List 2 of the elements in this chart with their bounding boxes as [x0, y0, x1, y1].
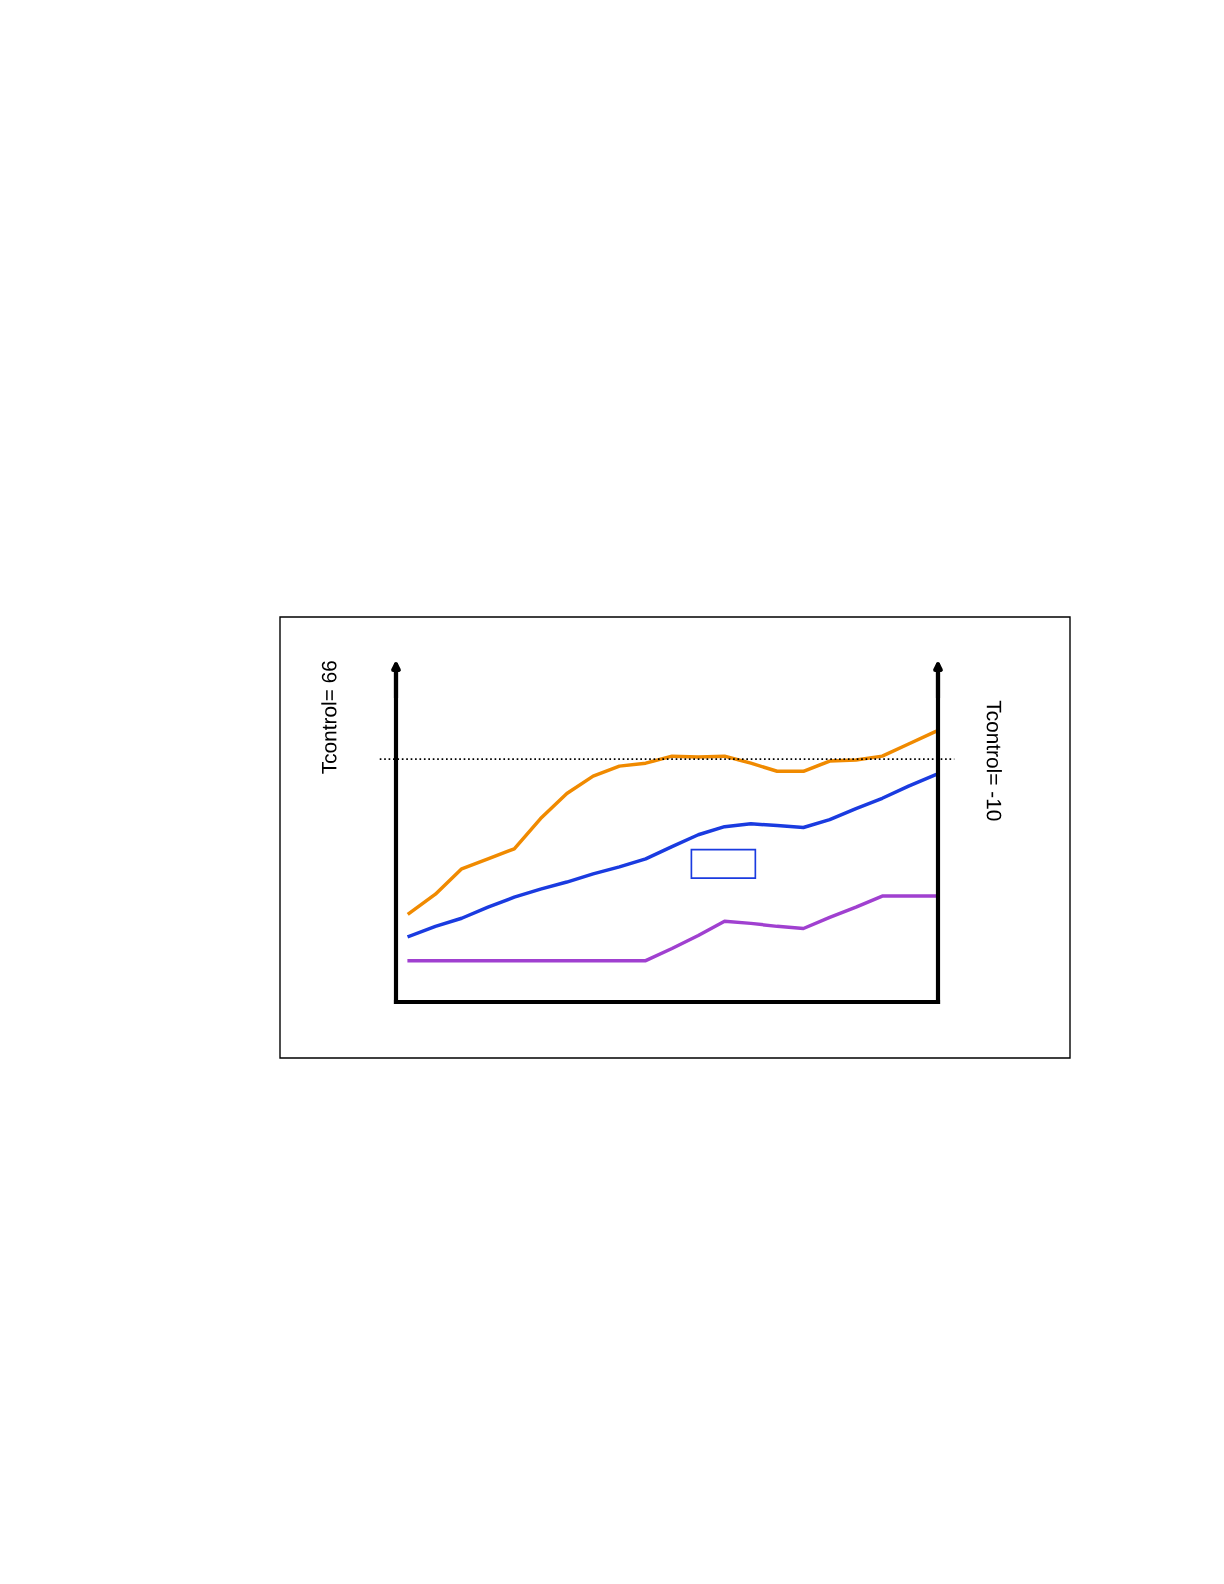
text: Tcontrol= -10	[986, 700, 1002, 821]
text: Tcontrol= 66	[321, 661, 337, 774]
